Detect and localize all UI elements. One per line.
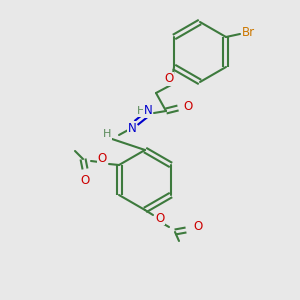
Text: O: O	[80, 175, 90, 188]
Text: Br: Br	[242, 26, 254, 40]
Text: H: H	[137, 106, 145, 116]
Text: O: O	[194, 220, 202, 233]
Text: H: H	[103, 129, 111, 139]
Text: N: N	[128, 122, 136, 134]
Text: O: O	[98, 152, 106, 166]
Text: N: N	[144, 104, 152, 118]
Text: O: O	[164, 73, 174, 85]
Text: O: O	[155, 212, 165, 224]
Text: O: O	[183, 100, 193, 112]
